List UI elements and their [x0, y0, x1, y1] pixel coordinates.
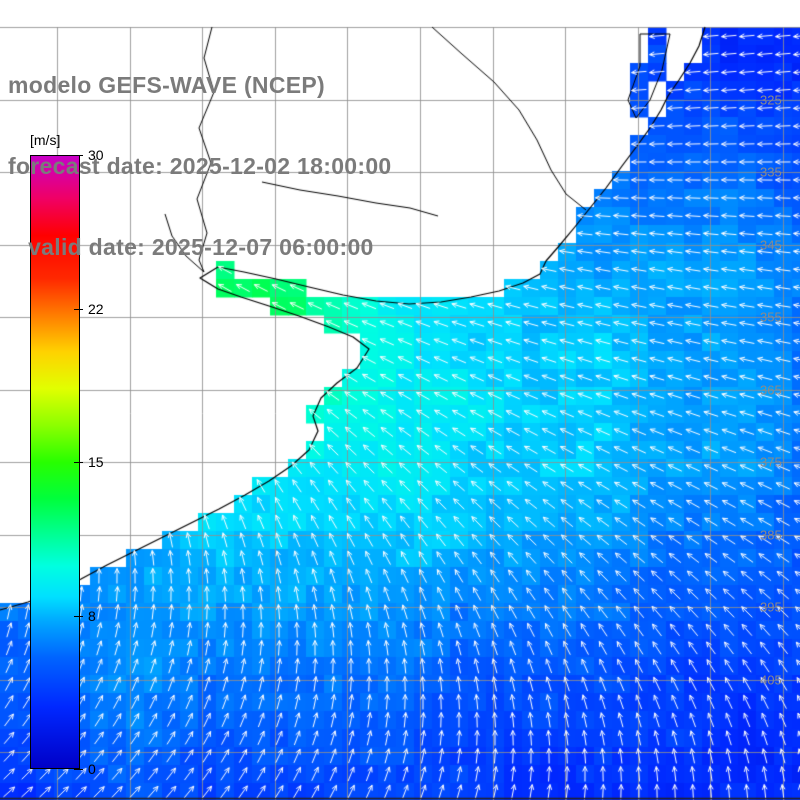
- title-block: modelo GEFS-WAVE (NCEP) forecast date: 2…: [8, 18, 392, 315]
- colorbar-tick: [74, 308, 83, 310]
- colorbar-unit-label: [m/s]: [30, 132, 61, 148]
- latitude-grid-label: 335: [760, 164, 782, 180]
- colorbar: [m/s] 30 22 15 8 0: [30, 132, 160, 792]
- forecast-date-label: forecast date: 2025-12-02 18:00:00: [8, 153, 392, 179]
- colorbar-tick: [74, 615, 83, 617]
- latitude-grid-label: 375: [760, 454, 782, 470]
- colorbar-tick-label: 22: [88, 300, 104, 317]
- model-title: modelo GEFS-WAVE (NCEP): [8, 72, 325, 98]
- colorbar-tick: [74, 155, 83, 156]
- latitude-grid-label: 395: [760, 599, 782, 615]
- latitude-grid-label: 355: [760, 309, 782, 325]
- latitude-grid-label: 385: [760, 527, 782, 542]
- latitude-grid-label: 365: [760, 382, 782, 397]
- latitude-grid-label: 325: [760, 92, 782, 107]
- latitude-grid-label: 405: [760, 672, 782, 687]
- colorbar-tick: [74, 769, 83, 770]
- latitude-grid-label: 345: [760, 237, 782, 252]
- colorbar-tick-label: 0: [88, 761, 96, 777]
- valid-date-label: valid date: 2025-12-07 06:00:00: [8, 234, 374, 260]
- colorbar-tick-label: 15: [88, 454, 104, 470]
- colorbar-tick-label: 30: [88, 147, 104, 163]
- colorbar-tick: [74, 462, 83, 463]
- colorbar-tick-label: 8: [88, 607, 96, 624]
